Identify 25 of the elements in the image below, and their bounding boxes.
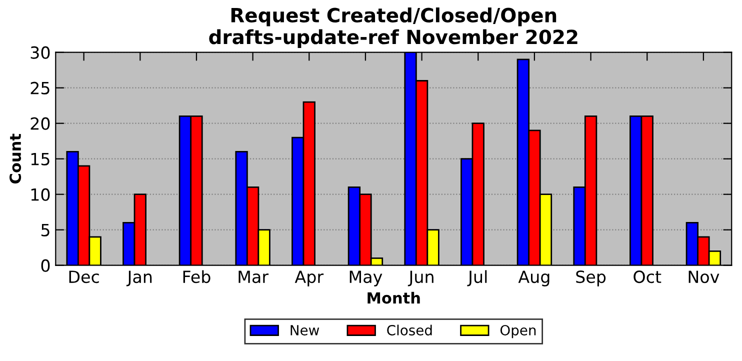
x-tick-label: Mar — [238, 270, 269, 284]
x-tick-label: Dec — [69, 270, 99, 284]
y-tick-label: 30 — [30, 46, 50, 59]
y-axis-title: Count — [10, 134, 22, 184]
legend-label: Closed — [387, 324, 432, 336]
y-tick-label: 15 — [31, 153, 50, 166]
x-tick-label: Jul — [467, 270, 487, 286]
x-tick-label: Feb — [183, 270, 210, 284]
y-tick-label: 0 — [41, 259, 50, 272]
x-tick-label: Oct — [634, 270, 662, 284]
x-axis-title: Month — [368, 292, 420, 304]
x-tick-label: Jan — [126, 270, 152, 286]
y-tick-label: 20 — [30, 117, 50, 130]
x-tick-label: Apr — [294, 270, 324, 286]
y-tick-label: 10 — [31, 188, 50, 201]
legend-label: New — [290, 325, 320, 336]
legend-label: Open — [500, 324, 536, 338]
x-tick-label: Jun — [408, 270, 434, 286]
x-tick-label: May — [350, 270, 382, 286]
chart-title: Request Created/Closed/Open drafts-update-ref November 2022 — [209, 7, 578, 48]
x-tick-label: Sep — [576, 270, 606, 286]
x-tick-label: Nov — [688, 270, 720, 284]
y-tick-label: 5 — [41, 224, 50, 236]
y-tick-label: 25 — [30, 82, 50, 94]
x-tick-label: Aug — [518, 270, 550, 286]
